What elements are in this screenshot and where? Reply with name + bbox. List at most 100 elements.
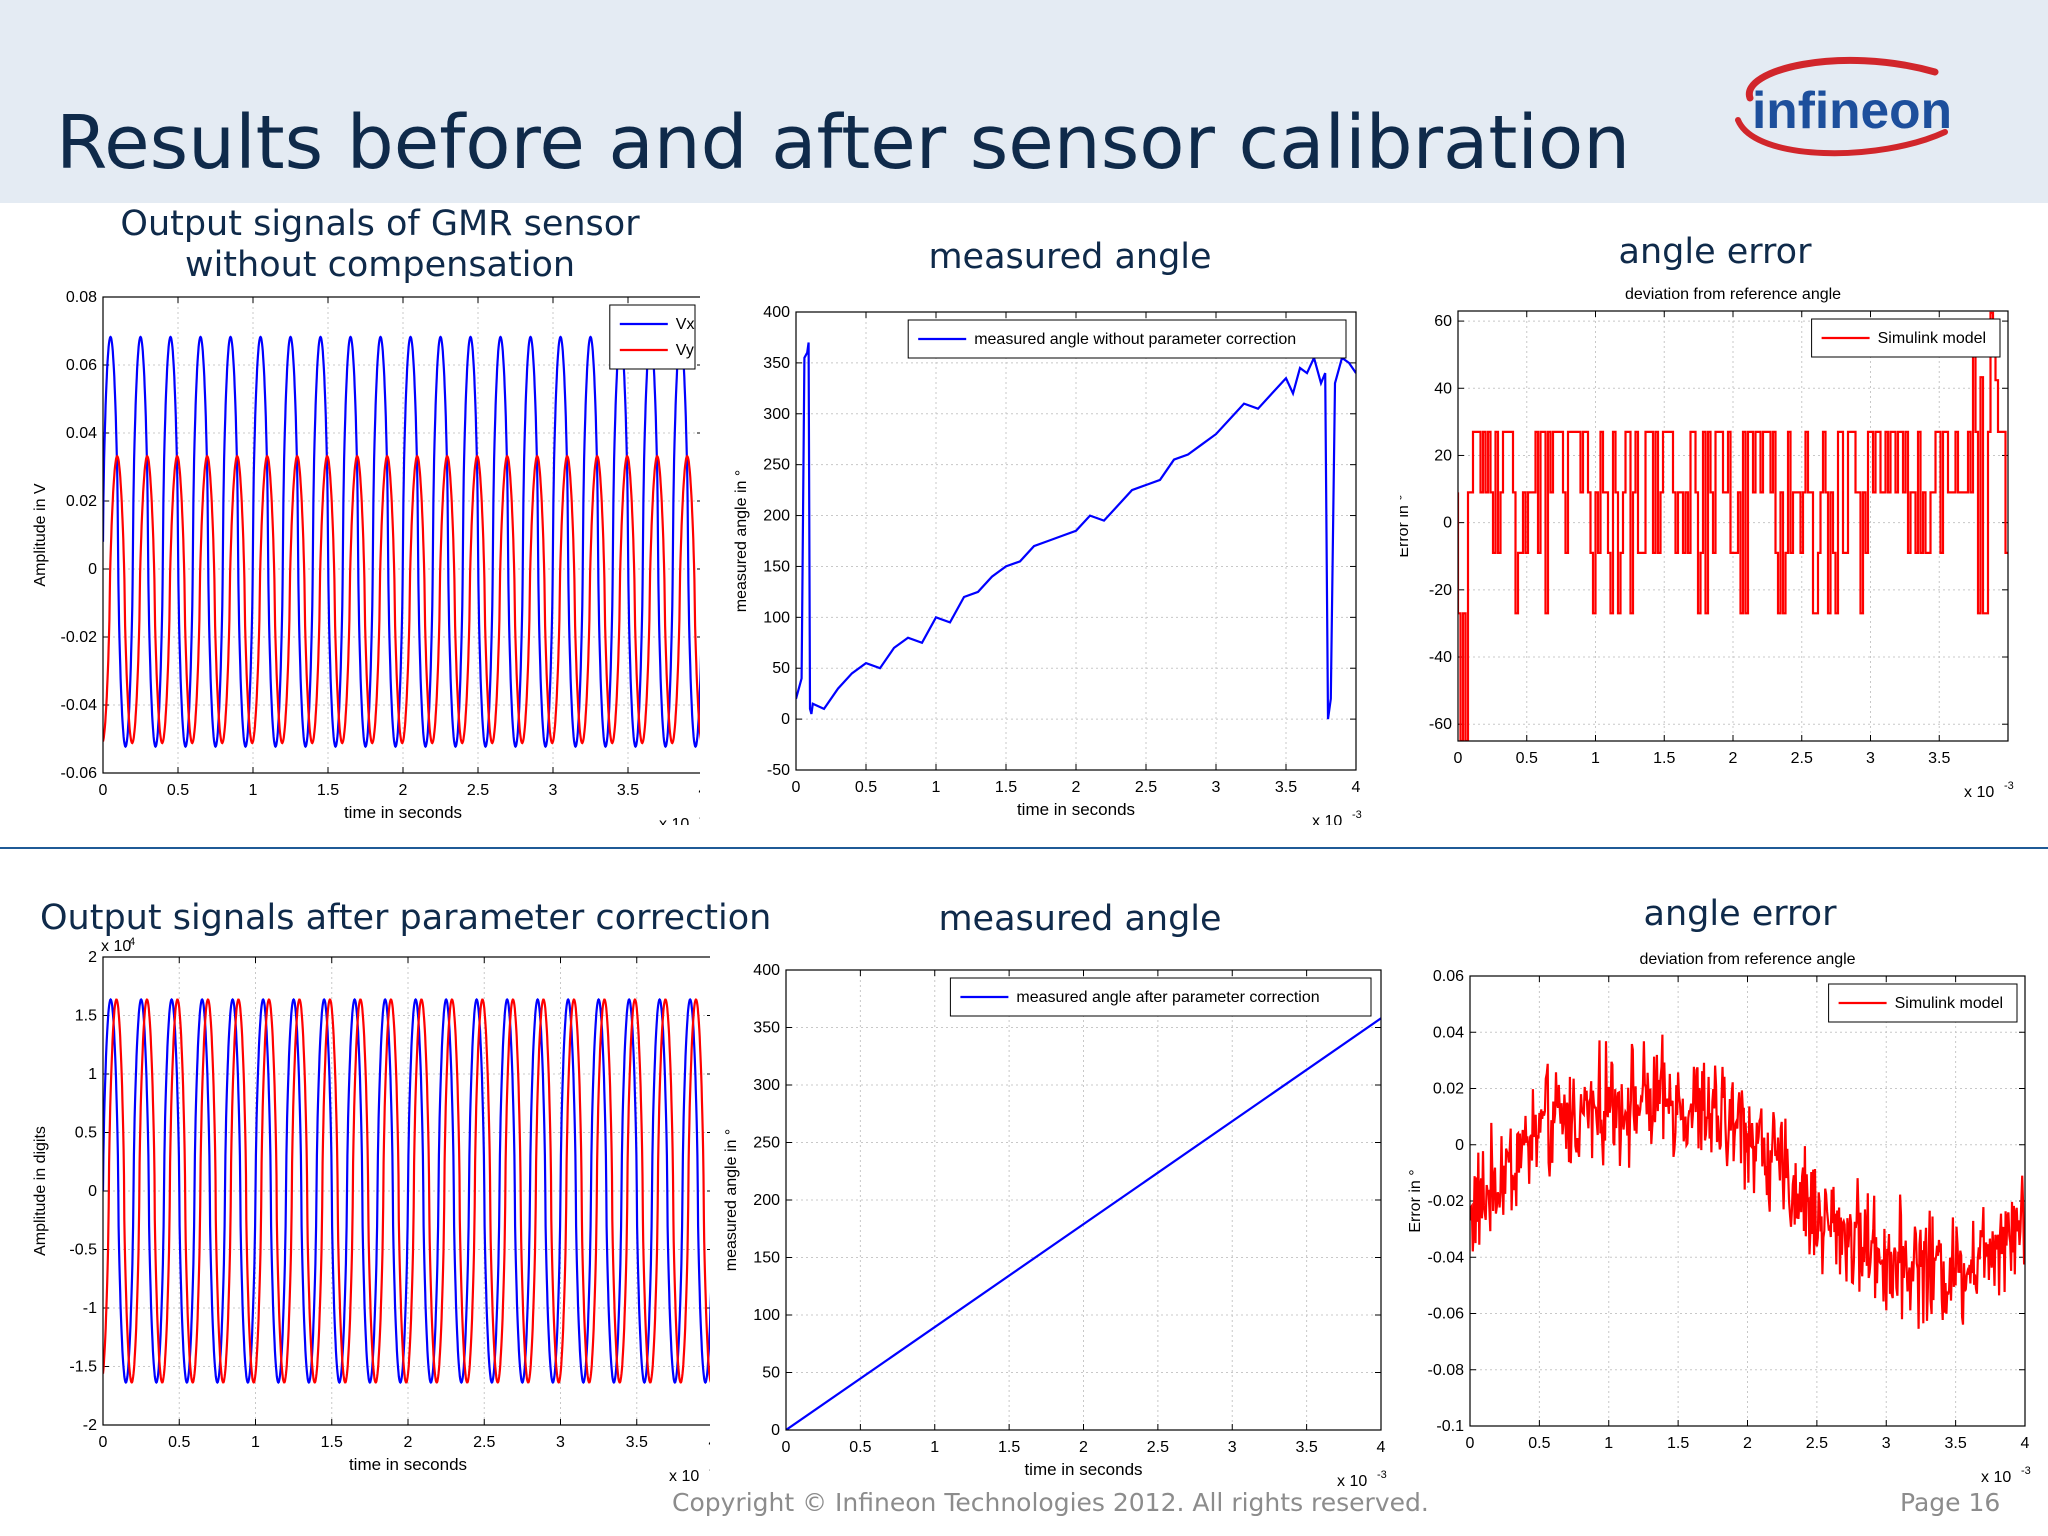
x-exponent-power: -3: [709, 1464, 710, 1476]
x-tick-label: 1: [1591, 750, 1600, 767]
y-tick-label: 350: [763, 355, 790, 372]
x-exponent: x 10: [1337, 1473, 1367, 1490]
series-line-simulink-model: [1458, 311, 2008, 741]
x-tick-label: 2: [404, 1434, 413, 1451]
y-tick-label: -0.1: [1436, 1418, 1464, 1435]
x-tick-label: 1: [932, 779, 941, 796]
y-tick-label: 400: [763, 304, 790, 321]
x-tick-label: 0: [99, 1434, 108, 1451]
series-line-measured-angle-after-parameter-correction: [786, 1017, 1381, 1430]
legend-label: Vy: [676, 342, 694, 359]
plot-area: [796, 312, 1356, 770]
y-tick-label: 20: [1434, 447, 1452, 464]
x-exponent: x 10: [1312, 813, 1342, 825]
axes-box: [102, 956, 710, 1426]
chart-title: deviation from reference angle: [1625, 286, 1841, 303]
bottom-signals-heading: Output signals after parameter correctio…: [40, 898, 772, 938]
y-tick-label: 0.02: [66, 493, 97, 510]
legend-label: measured angle without parameter correct…: [974, 331, 1296, 348]
y-tick-label: 350: [753, 1020, 780, 1037]
x-exponent-power: -3: [2004, 780, 2014, 792]
legend-box: [907, 319, 1347, 359]
y-tick-label: 0: [88, 1183, 97, 1200]
y-tick-label: -0.06: [61, 765, 98, 782]
x-tick-label: 2: [1079, 1439, 1088, 1456]
y-tick-label: -50: [767, 762, 790, 779]
y-tick-label: 1.5: [75, 1008, 97, 1025]
x-tick-label: 3: [1212, 779, 1221, 796]
y-tick-label: 0.02: [1433, 1081, 1464, 1098]
y-axis-label: measured angle in °: [723, 1129, 740, 1271]
x-exponent: x 10: [659, 816, 689, 825]
axes-box: [795, 311, 1357, 771]
y-axis-label: Error in °: [1407, 1169, 1424, 1232]
top-error-heading: angle error: [1618, 232, 1812, 272]
y-tick-label: -60: [1429, 716, 1452, 733]
y-tick-label: -0.04: [1428, 1249, 1465, 1266]
y-tick-label: -1: [83, 1300, 97, 1317]
legend: measured angle without parameter correct…: [907, 319, 1347, 359]
x-tick-label: 2: [1729, 750, 1738, 767]
y-tick-label: -0.5: [69, 1242, 97, 1259]
y-tick-label: 40: [1434, 380, 1452, 397]
x-tick-label: 3: [1882, 1435, 1891, 1452]
x-axis-label: time in seconds: [344, 803, 462, 822]
series-line-vy: [103, 454, 700, 745]
y-tick-label: 250: [763, 457, 790, 474]
infineon-logo: infineon: [1735, 56, 1952, 157]
top-angle-heading: measured angle: [928, 237, 1212, 277]
x-tick-label: 0.5: [167, 782, 189, 799]
x-tick-label: 3.5: [1928, 750, 1950, 767]
x-tick-label: 1.5: [998, 1439, 1020, 1456]
x-tick-label: 3.5: [617, 782, 639, 799]
x-tick-label: 2.5: [1791, 750, 1813, 767]
chart-angle-after: 0 0.5 1 1.5 2 2.5 3 3.5 4 0 50 100 150 200 250 300 350 40…: [723, 962, 1387, 1490]
chart-error-before: 0 0.5 1 1.5 2 2.5 3 3.5 -60 -40 -20 0 20 40 60 Error in…: [1400, 286, 2014, 801]
x-tick-label: 1.5: [317, 782, 339, 799]
chart-signals-before: 0 0.5 1 1.5 2 2.5 3 3.5 4 -0.06 -0.04 -0.02 0 0.02 0.0…: [32, 289, 700, 825]
y-tick-label: 0: [781, 711, 790, 728]
x-exponent: x 10: [669, 1468, 699, 1485]
y-axis-label: Amplitude in V: [32, 483, 49, 586]
series-line-measured-angle-without-parameter-correction: [796, 342, 1356, 720]
y-tick-label: 0: [1443, 515, 1452, 532]
x-axis-label: time in seconds: [349, 1455, 467, 1474]
x-tick-label: 4: [709, 1434, 710, 1451]
y-tick-label: 300: [753, 1077, 780, 1094]
y-tick-label: 100: [753, 1307, 780, 1324]
legend-box: [949, 977, 1372, 1017]
y-tick-label: 300: [763, 406, 790, 423]
x-tick-label: 0: [1454, 750, 1463, 767]
x-tick-label: 2: [399, 782, 408, 799]
x-tick-label: 0.5: [849, 1439, 871, 1456]
legend: Simulink model: [1811, 318, 2001, 358]
y-axis-label: measured angle in °: [733, 470, 750, 612]
x-tick-label: 4: [2021, 1435, 2030, 1452]
x-tick-label: 2.5: [473, 1434, 495, 1451]
x-tick-label: 3: [1228, 1439, 1237, 1456]
y-tick-label: -1.5: [69, 1359, 97, 1376]
y-tick-label: 50: [772, 660, 790, 677]
x-tick-label: 3.5: [1275, 779, 1297, 796]
y-tick-label: 0.08: [66, 289, 97, 306]
top-signals-heading: Output signals of GMR sensor without com…: [120, 204, 640, 286]
x-tick-label: 3.5: [626, 1434, 648, 1451]
x-tick-label: 3.5: [1945, 1435, 1967, 1452]
x-exponent-power: -3: [1377, 1469, 1387, 1481]
legend-label: Simulink model: [1878, 330, 1986, 347]
y-tick-label: -20: [1429, 582, 1452, 599]
y-tick-label: 0.04: [1433, 1024, 1464, 1041]
x-tick-label: 0.5: [168, 1434, 190, 1451]
x-tick-label: 3: [1866, 750, 1875, 767]
x-tick-label: 2.5: [1147, 1439, 1169, 1456]
x-tick-label: 1: [251, 1434, 260, 1451]
x-tick-label: 1: [1604, 1435, 1613, 1452]
y-tick-label: 200: [763, 508, 790, 525]
x-tick-label: 2.5: [467, 782, 489, 799]
legend-label: Simulink model: [1895, 995, 2003, 1012]
top-signals-heading-line2: without compensation: [184, 245, 576, 285]
chart-signals-after: 0 0.5 1 1.5 2 2.5 3 3.5 4 -2 -1.5 -1 -0.5 0 0.5 1 1.5 2 ti…: [32, 936, 710, 1485]
y-tick-label: 100: [763, 609, 790, 626]
x-tick-label: 0.5: [855, 779, 877, 796]
x-tick-label: 3: [556, 1434, 565, 1451]
